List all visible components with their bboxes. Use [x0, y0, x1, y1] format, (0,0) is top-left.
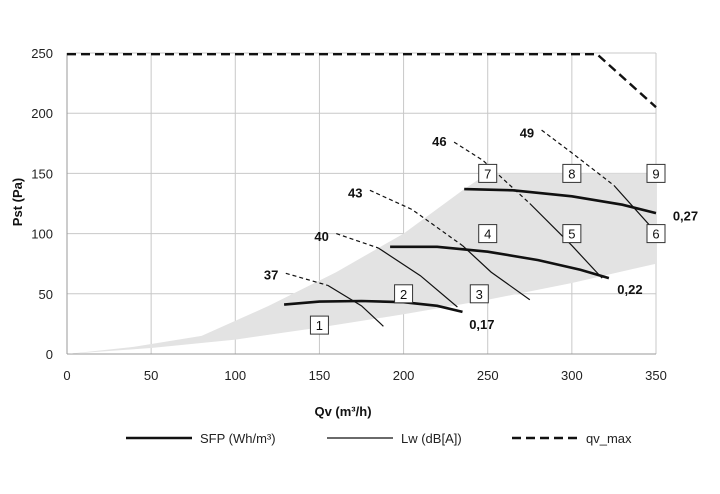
point-marker-box-6 — [646, 224, 666, 244]
lw-curve-46 — [529, 203, 603, 279]
y-tick-label-250: 250 — [31, 46, 53, 61]
point-marker-label-2: 2 — [400, 287, 407, 302]
legend-label-thick: SFP (Wh/m³) — [200, 431, 276, 446]
annotation-43: 43 — [348, 186, 362, 201]
y-tick-label-0: 0 — [46, 347, 53, 362]
operating-area-polygon — [67, 173, 656, 354]
annotation-46: 46 — [432, 134, 446, 149]
x-tick-label-50: 50 — [144, 368, 158, 383]
series-layer — [67, 53, 657, 327]
point-marker-box-2 — [394, 284, 414, 304]
y-tick-label-200: 200 — [31, 106, 53, 121]
point-marker-box-1 — [309, 315, 329, 335]
operating-area — [67, 173, 656, 354]
point-marker-label-9: 9 — [652, 166, 659, 181]
lw-curve-43-dashed — [369, 189, 463, 247]
point-markers: 1 2 3 4 5 6 7 8 9 — [309, 163, 666, 335]
x-tick-label-350: 350 — [645, 368, 667, 383]
lw-curve-49-dashed — [541, 129, 615, 186]
y-axis-title: Pst (Pa) — [10, 178, 25, 226]
legend-label-dashed: qv_max — [586, 431, 632, 446]
y-tick-label-150: 150 — [31, 166, 53, 181]
y-tick-label-50: 50 — [39, 287, 53, 302]
qv-max-curve — [67, 53, 657, 109]
annotation-37: 37 — [264, 268, 278, 283]
point-marker-box-8 — [562, 163, 582, 183]
point-marker-box-5 — [562, 224, 582, 244]
point-marker-label-5: 5 — [568, 227, 575, 242]
legend: SFP (Wh/m³) Lw (dB[A]) qv_max — [126, 431, 632, 446]
annotation-0-27: 0,27 — [673, 209, 698, 224]
point-marker-label-4: 4 — [484, 227, 491, 242]
x-tick-label-300: 300 — [561, 368, 583, 383]
annotation-0-17: 0,17 — [469, 317, 494, 332]
annotation-40: 40 — [314, 229, 328, 244]
point-marker-label-3: 3 — [476, 287, 483, 302]
point-marker-box-9 — [646, 163, 666, 183]
annotation-0-22: 0,22 — [617, 282, 642, 297]
x-tick-label-200: 200 — [393, 368, 415, 383]
lw-curve-37-dashed — [285, 272, 328, 286]
point-marker-label-8: 8 — [568, 166, 575, 181]
x-axis-title: Qv (m³/h) — [314, 404, 371, 419]
lw-curve-40-dashed — [336, 233, 379, 249]
legend-label-thin: Lw (dB[A]) — [401, 431, 462, 446]
x-tick-label-250: 250 — [477, 368, 499, 383]
lw-curve-40 — [377, 247, 458, 308]
point-marker-label-6: 6 — [652, 227, 659, 242]
x-tick-label-100: 100 — [224, 368, 246, 383]
tick-labels: 0 50 100 150 200 250 300 350 0 50 100 150 200 250 — [31, 46, 667, 383]
x-tick-label-0: 0 — [63, 368, 70, 383]
lw-curve-37 — [327, 284, 384, 327]
point-marker-box-4 — [478, 224, 498, 244]
y-tick-label-100: 100 — [31, 227, 53, 242]
sfp-curve-0-17 — [283, 299, 463, 314]
point-marker-box-7 — [478, 163, 498, 183]
sfp-curve-0-22 — [390, 245, 610, 280]
point-marker-box-3 — [469, 284, 489, 304]
lw-curve-43 — [462, 245, 531, 301]
annotation-49: 49 — [520, 125, 534, 140]
point-marker-label-7: 7 — [484, 166, 491, 181]
point-marker-label-1: 1 — [316, 318, 323, 333]
x-tick-label-150: 150 — [309, 368, 331, 383]
